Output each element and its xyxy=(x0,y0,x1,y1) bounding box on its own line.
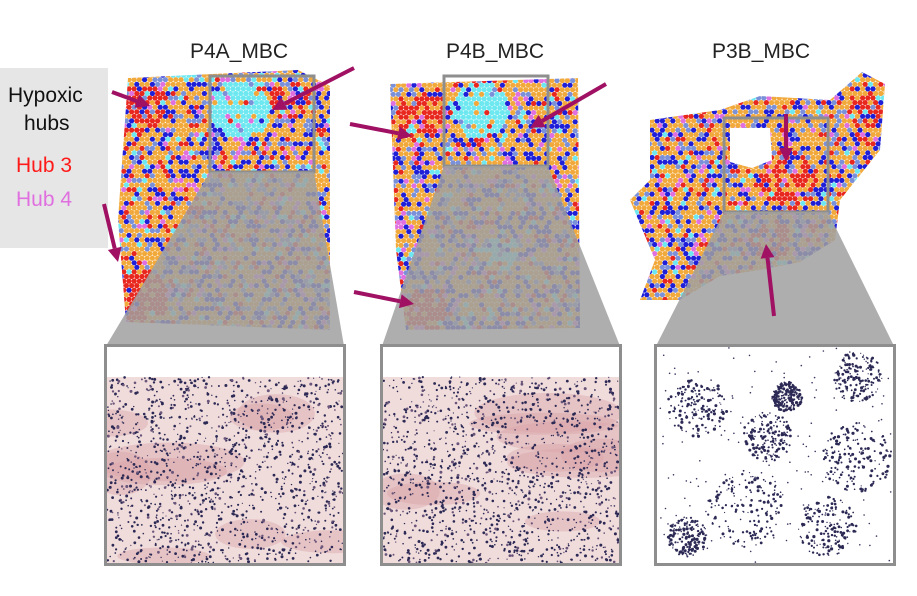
legend-hub4: Hub 4 xyxy=(16,188,73,211)
histology-image-p4b xyxy=(383,347,619,563)
arrow-p4b-bottom xyxy=(353,290,414,309)
arrow-p4a-left xyxy=(111,90,150,108)
histology-image-p3b xyxy=(657,347,893,563)
histology-p3b xyxy=(654,344,896,566)
zoom-funnels xyxy=(106,166,894,346)
arrow-p4b-top xyxy=(530,82,608,128)
legend-label-line2: hubs xyxy=(24,112,70,135)
arrow-p4a-lower xyxy=(102,203,122,262)
panel-title-p4a: P4A_MBC xyxy=(190,40,289,63)
panel-title-p3b: P3B_MBC xyxy=(712,40,811,63)
histology-p4a xyxy=(104,344,346,566)
arrow-p3b-bottom xyxy=(760,244,776,317)
arrows xyxy=(102,66,793,317)
funnel-p4a xyxy=(106,172,344,346)
arrow-p4b-left xyxy=(349,122,412,141)
histology-p4b xyxy=(380,344,622,566)
arrow-p3b-top xyxy=(779,114,793,162)
legend-hub3: Hub 3 xyxy=(16,154,73,177)
histology-image-p4a xyxy=(107,347,343,563)
legend-label-line1: Hypoxic xyxy=(8,84,83,107)
funnel-p4b xyxy=(382,166,620,346)
panel-title-p4b: P4B_MBC xyxy=(446,40,545,63)
arrow-p4a-top xyxy=(272,66,355,110)
funnel-p3b xyxy=(656,212,894,346)
legend-box: Hypoxic hubs Hub 3 Hub 4 xyxy=(0,68,108,248)
